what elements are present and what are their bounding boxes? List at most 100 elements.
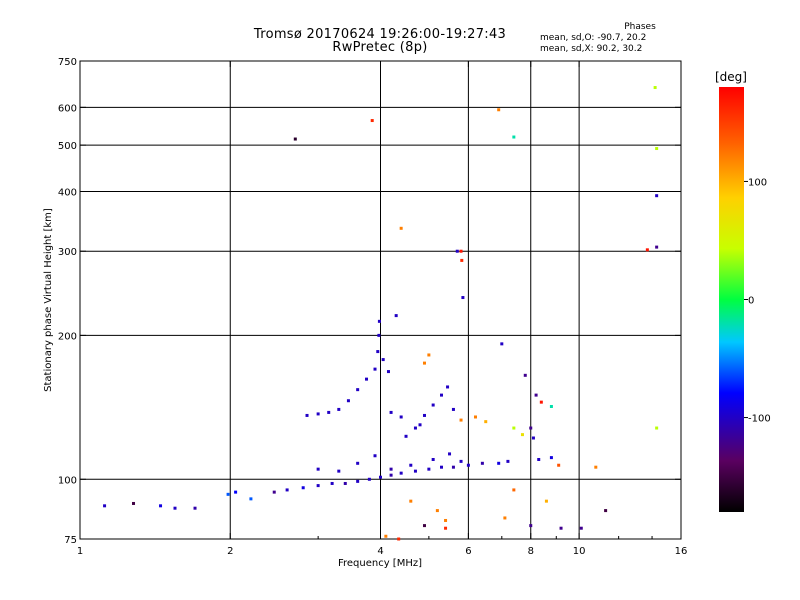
data-point	[448, 452, 452, 456]
data-point	[512, 426, 516, 430]
grid-lines	[80, 61, 681, 539]
data-point	[531, 436, 535, 440]
data-point	[459, 418, 463, 422]
data-point	[512, 135, 516, 139]
data-point	[379, 475, 382, 479]
y-tick-label: 75	[64, 535, 77, 546]
data-point	[173, 506, 177, 510]
x-axis-label: Frequency [MHz]	[337, 558, 423, 569]
y-axis-label: Stationary phase Virtual Height [km]	[43, 208, 54, 392]
y-tick-label: 200	[58, 331, 77, 342]
data-point	[512, 488, 516, 492]
data-point	[389, 410, 393, 414]
data-point	[103, 504, 107, 508]
data-point	[604, 509, 608, 513]
data-point	[497, 461, 501, 465]
data-point	[343, 481, 347, 485]
colorbar-label: [deg]	[715, 70, 747, 84]
data-point	[389, 467, 393, 471]
data-point	[461, 296, 465, 300]
y-tick-label: 300	[58, 247, 77, 258]
data-point	[451, 465, 455, 469]
data-point	[506, 459, 510, 463]
data-point	[427, 353, 431, 357]
data-point	[384, 534, 388, 538]
data-point	[399, 226, 403, 230]
data-point	[440, 393, 444, 397]
x-tick-label: 6	[465, 546, 471, 557]
data-point	[249, 497, 253, 501]
data-point	[431, 457, 435, 461]
data-point	[316, 467, 320, 471]
data-point	[594, 465, 598, 469]
data-point	[549, 456, 553, 460]
data-point	[373, 367, 377, 371]
data-point	[404, 434, 408, 438]
data-point	[399, 471, 403, 475]
data-point	[418, 423, 422, 427]
data-point	[529, 426, 533, 430]
chart-subtitle: RwPretec (8p)	[332, 40, 428, 55]
data-point	[367, 477, 371, 481]
data-point	[386, 370, 390, 374]
data-point	[422, 413, 426, 417]
data-point	[455, 249, 459, 253]
data-point	[645, 248, 649, 252]
data-point	[484, 420, 488, 424]
data-point	[305, 413, 309, 417]
phase-stats-x-mode: mean, sd,X: 90.2, 30.2	[540, 44, 643, 54]
x-tick-label: 10	[573, 546, 586, 557]
data-point	[293, 137, 297, 141]
data-point	[226, 492, 230, 496]
x-tick-label: 8	[528, 546, 534, 557]
x-tick-label: 1	[77, 546, 83, 557]
axis-ticks: 1 2 4 6 8 10 16 75 100 200 300 400 500 600 750	[58, 57, 687, 557]
data-point	[520, 433, 524, 437]
data-point	[399, 415, 403, 419]
data-point	[497, 108, 501, 112]
data-point	[193, 506, 197, 510]
data-point	[459, 459, 463, 463]
data-point	[544, 499, 548, 503]
data-point	[337, 407, 341, 411]
data-point	[381, 358, 385, 362]
data-point	[459, 249, 463, 253]
data-point	[500, 342, 504, 346]
data-point	[460, 258, 464, 262]
data-point	[316, 484, 320, 488]
data-point	[422, 524, 426, 528]
data-point	[370, 119, 374, 123]
data-point	[655, 426, 659, 430]
data-point	[132, 501, 136, 505]
data-point	[330, 481, 334, 485]
data-point	[409, 463, 413, 467]
y-tick-label: 100	[58, 475, 77, 486]
data-point	[655, 245, 659, 249]
x-tick-label: 16	[675, 546, 688, 557]
data-point	[389, 473, 393, 477]
data-point	[529, 524, 533, 528]
data-point	[446, 385, 450, 389]
data-point	[377, 319, 381, 323]
data-point	[356, 388, 360, 392]
data-point	[451, 407, 455, 411]
data-point	[413, 426, 417, 430]
data-point	[409, 499, 413, 503]
data-point	[537, 457, 541, 461]
data-point	[373, 454, 377, 458]
data-point	[431, 403, 435, 407]
data-point	[234, 490, 238, 494]
data-point	[480, 461, 484, 465]
data-point	[327, 410, 331, 414]
data-point	[394, 314, 398, 318]
data-point	[159, 504, 163, 508]
y-tick-label: 500	[58, 141, 77, 152]
data-point	[440, 465, 444, 469]
data-point	[377, 333, 381, 337]
colorbar-ticks: 100 0 -100	[744, 177, 771, 425]
data-point	[356, 479, 360, 483]
data-point	[503, 516, 507, 520]
colorbar-tick-label: 0	[748, 296, 754, 307]
data-point	[427, 467, 431, 471]
